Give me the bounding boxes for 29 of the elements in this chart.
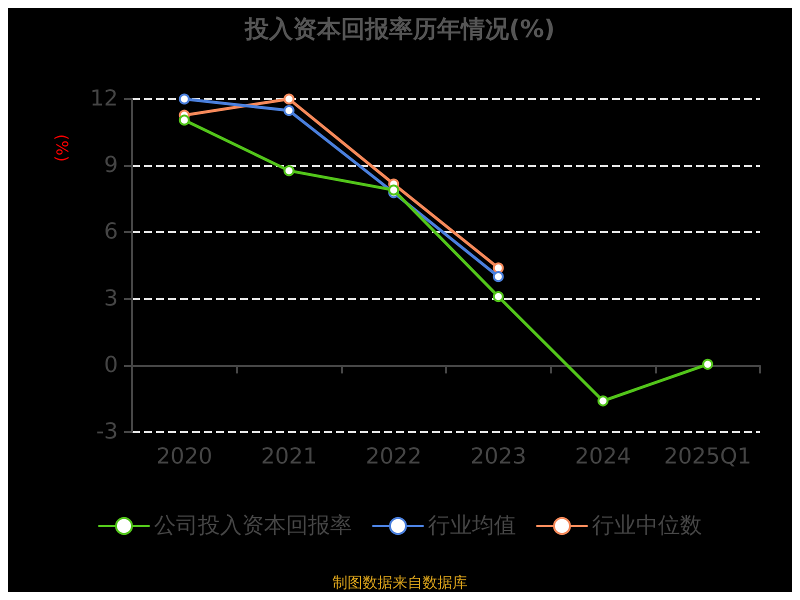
- x-tick-label: 2021: [261, 444, 317, 470]
- y-tick-label: 3: [104, 286, 118, 312]
- point: [492, 262, 504, 274]
- x-tick-label: 2024: [575, 444, 631, 470]
- point: [492, 291, 504, 302]
- x-tick-label: 2020: [156, 444, 212, 470]
- legend-label: 行业中位数: [592, 514, 702, 538]
- y-tick-label: -3: [96, 420, 118, 444]
- point: [178, 114, 190, 126]
- legend-label: 公司投入资本回报率: [154, 514, 352, 538]
- x-tick-label: 2022: [366, 444, 422, 470]
- y-tick-label: 6: [104, 220, 118, 245]
- y-axis-title: (%): [52, 134, 72, 162]
- chart-title: 投入资本回报率历年情况(%): [244, 15, 555, 43]
- point: [702, 358, 714, 370]
- x-tick-label: 2025Q1: [664, 444, 752, 470]
- point: [284, 94, 294, 104]
- point: [388, 184, 400, 196]
- y-tick-label: 0: [104, 352, 118, 378]
- point: [492, 271, 504, 282]
- text: 制图数据来自数据库: [332, 574, 468, 592]
- y-tick-label: 9: [104, 153, 118, 178]
- x-tick-label: 2023: [470, 444, 526, 470]
- legend-label: 行业均值: [428, 514, 516, 538]
- point: [598, 395, 608, 406]
- y-tick-label: 12: [90, 86, 118, 112]
- point: [178, 94, 190, 104]
- point: [284, 105, 294, 116]
- point: [284, 165, 294, 176]
